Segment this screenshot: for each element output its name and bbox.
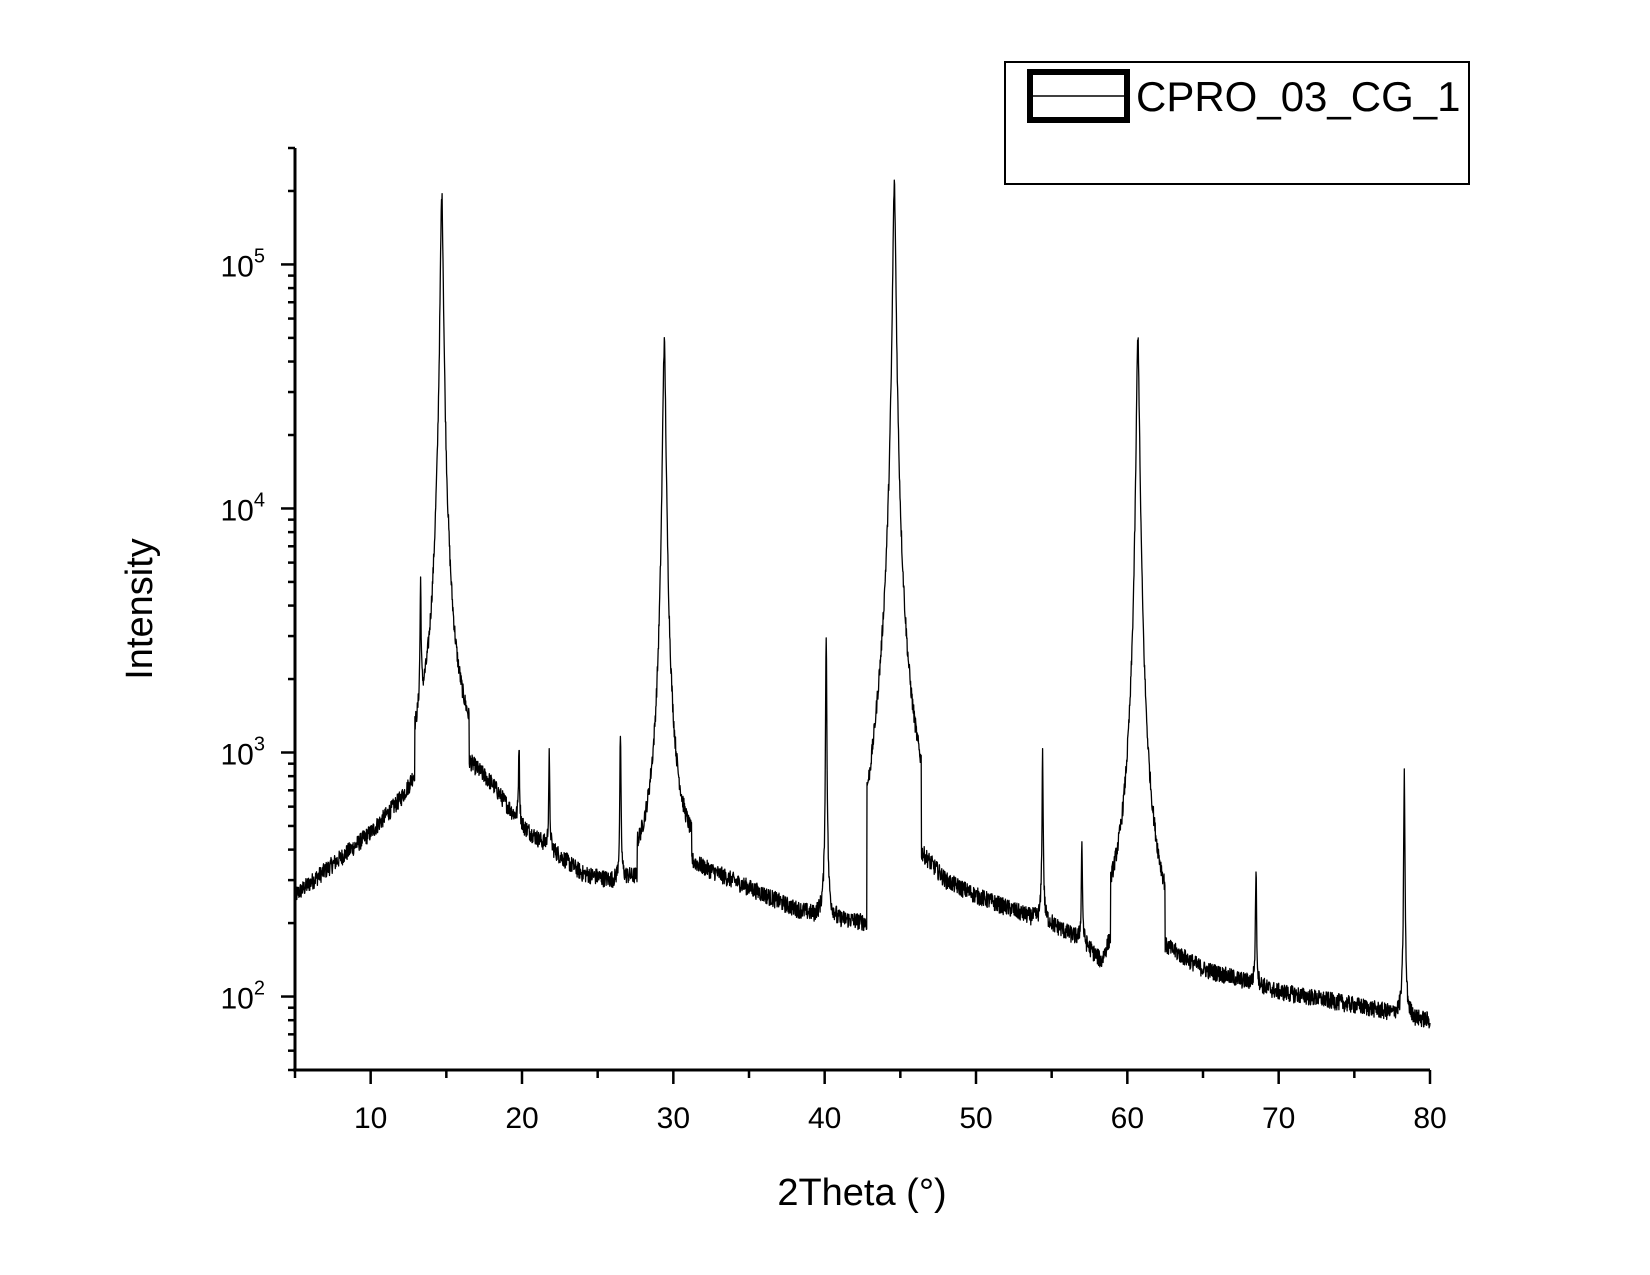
x-tick-label: 10 xyxy=(354,1102,387,1135)
y-tick-label: 102 xyxy=(221,978,266,1016)
legend: CPRO_03_CG_1 xyxy=(1004,61,1470,185)
x-tick-label: 70 xyxy=(1262,1102,1295,1135)
legend-series-name: CPRO_03_CG_1 xyxy=(1136,73,1461,120)
y-axis-ticks: 102 103 104 105 xyxy=(221,146,295,1072)
x-axis-ticks: 10 20 30 40 50 60 70 80 xyxy=(293,1070,1447,1135)
x-tick-label: 50 xyxy=(959,1102,992,1135)
x-axis-title: 2Theta (°) xyxy=(777,1172,946,1214)
y-axis-title: Intensity xyxy=(119,538,161,680)
y-tick-label: 104 xyxy=(221,489,266,527)
x-tick-label: 20 xyxy=(505,1102,538,1135)
x-tick-label: 80 xyxy=(1413,1102,1446,1135)
y-tick-label: 103 xyxy=(221,734,266,772)
y-tick-label: 105 xyxy=(221,245,266,283)
series-line-cpro-03-cg-1 xyxy=(294,179,1431,1029)
x-tick-label: 30 xyxy=(657,1102,690,1135)
x-tick-label: 40 xyxy=(808,1102,841,1135)
x-tick-label: 60 xyxy=(1111,1102,1144,1135)
